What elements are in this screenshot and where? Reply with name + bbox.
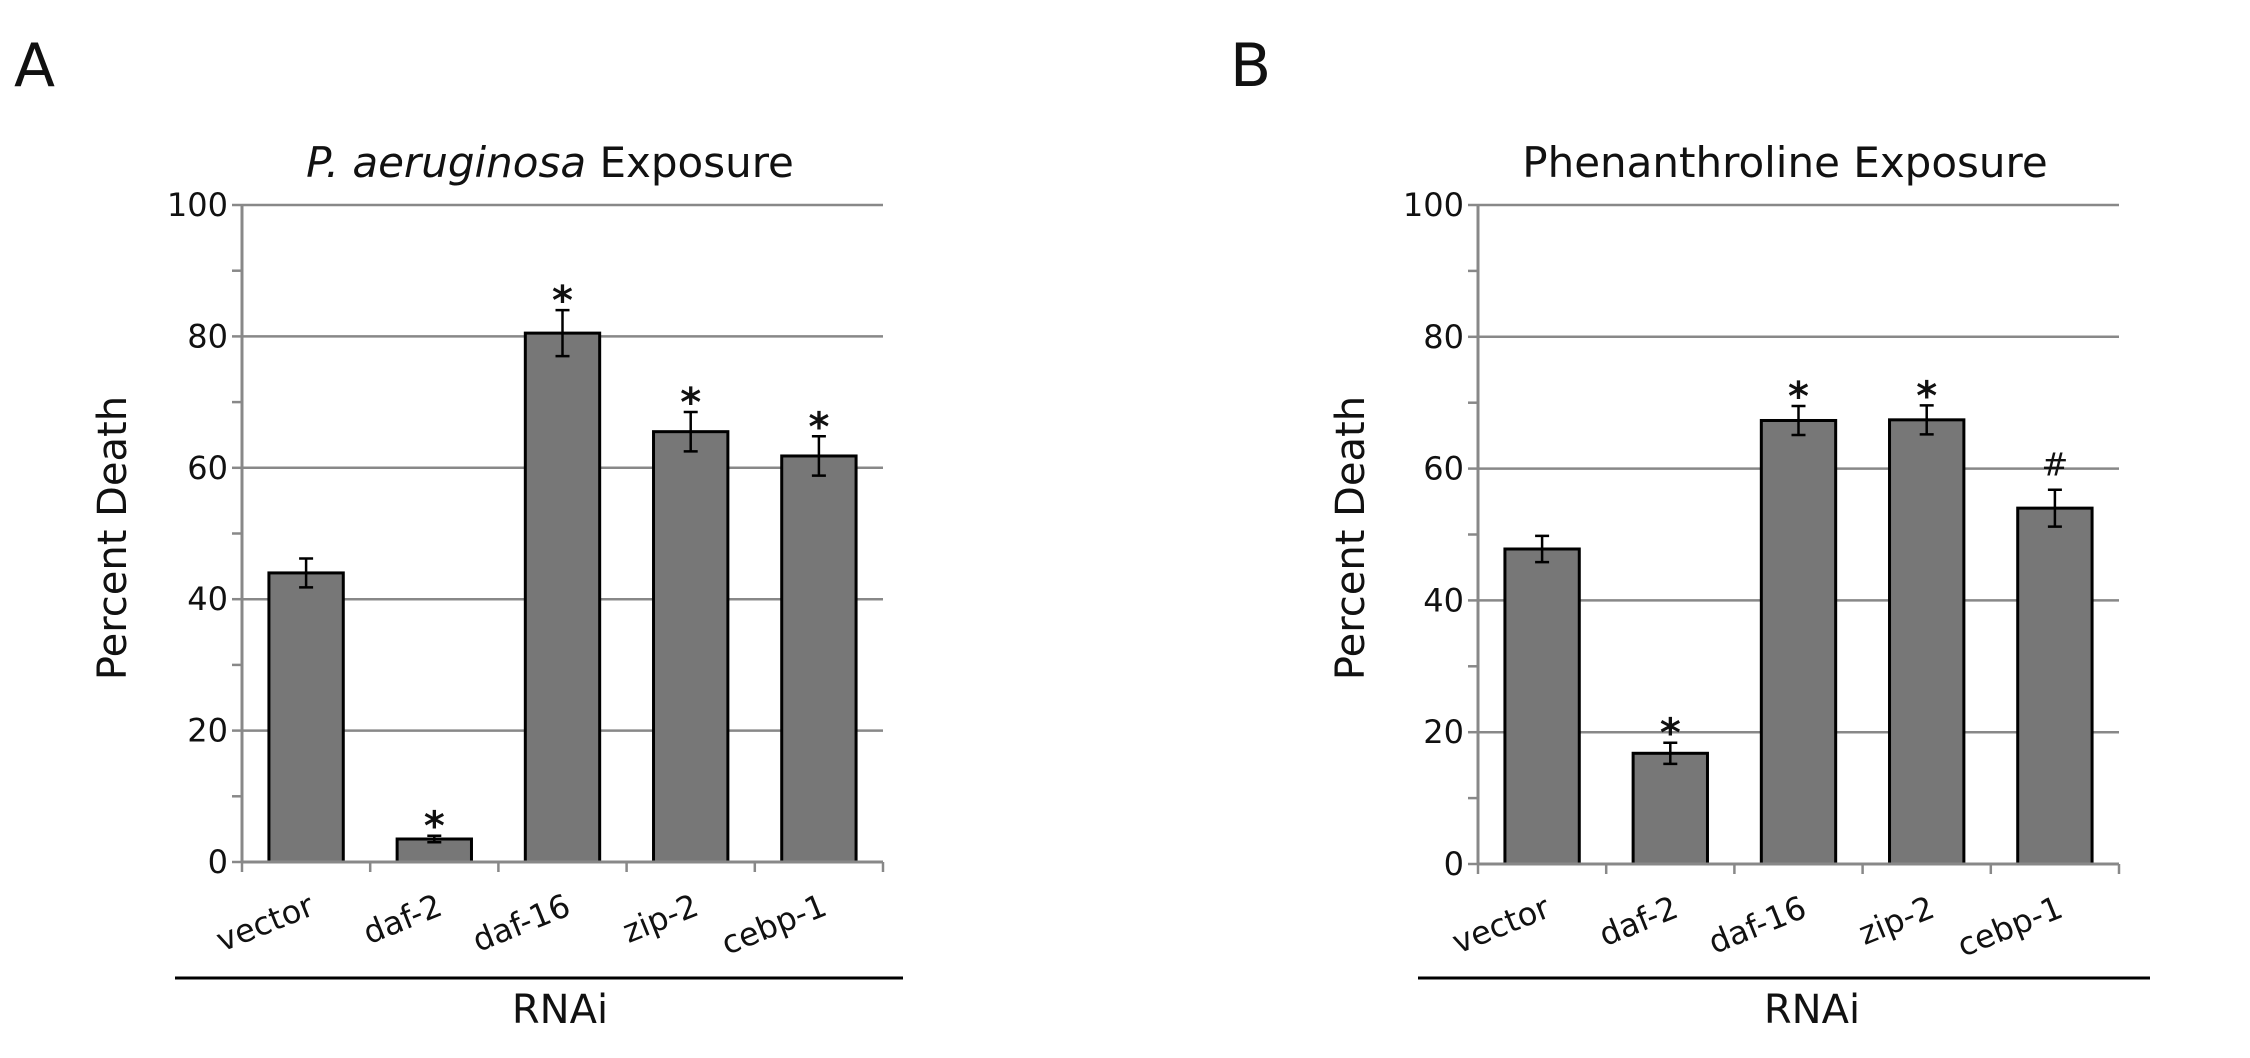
- bars-a: [267, 331, 858, 864]
- error-bar-daf-16: [1791, 404, 1806, 437]
- bar-daf-2: [1631, 751, 1709, 866]
- error-bar-cebp-1: [2047, 488, 2062, 528]
- y-tick-label: 0: [1444, 845, 1464, 883]
- bars-b: [1503, 418, 2094, 866]
- y-tick-label: 80: [187, 317, 228, 355]
- y-tick-label: 20: [187, 712, 228, 750]
- significance-marks-b: * * * #: [1660, 373, 2068, 756]
- category-label-vector: vector: [211, 886, 320, 960]
- error-bar-zip-2: [683, 410, 698, 453]
- error-bar-daf-16: [555, 308, 570, 358]
- bar-daf-16: [1759, 418, 1838, 866]
- y-tick-label: 60: [1423, 450, 1464, 488]
- category-label-daf-16: daf-16: [1703, 888, 1812, 961]
- chart-title-a-italic: P. aeruginosa: [306, 138, 586, 187]
- category-label-daf-2: daf-2: [358, 886, 448, 952]
- bar-cebp-1: [780, 454, 858, 864]
- significance-marks-a: * * * *: [424, 278, 830, 850]
- error-bar-zip-2: [1919, 404, 1934, 436]
- significance-mark-daf-2: *: [424, 804, 445, 850]
- y-tick-label: 100: [167, 186, 228, 224]
- y-tick-label: 60: [187, 449, 228, 487]
- significance-mark-cebp-1: *: [808, 404, 829, 450]
- panel-b: B Phenanthroline Exposure Percent Death …: [1230, 31, 2150, 1033]
- axes-a: [240, 205, 885, 872]
- category-label-vector: vector: [1447, 888, 1556, 962]
- category-label-zip-2: zip-2: [617, 886, 703, 950]
- significance-mark-daf-16: *: [552, 278, 573, 324]
- category-labels-a: vector daf-2 daf-16 zip-2 cebp-1: [211, 886, 832, 963]
- category-label-cebp-1: cebp-1: [1952, 888, 2068, 964]
- category-label-daf-2: daf-2: [1594, 888, 1684, 954]
- error-bar-daf-2: [427, 834, 442, 844]
- error-bar-vector: [1535, 534, 1550, 564]
- significance-mark-zip-2: *: [680, 380, 701, 426]
- y-tick-label: 20: [1423, 713, 1464, 751]
- error-bars-b: [1535, 404, 2062, 766]
- panel-a: A P. aeruginosa Exposure Percent Death 0…: [14, 31, 903, 1033]
- y-tick-label: 40: [1423, 581, 1464, 619]
- error-bar-daf-2: [1663, 741, 1678, 766]
- y-ticks-b: 0 20 40 60 80 100: [1403, 186, 1478, 883]
- chart-title-a: P. aeruginosa Exposure: [306, 138, 794, 187]
- error-bar-cebp-1: [811, 435, 826, 477]
- y-axis-label-a: Percent Death: [90, 396, 136, 680]
- axes-b: [1476, 205, 2121, 874]
- bar-vector: [267, 571, 345, 864]
- chart-title-b: Phenanthroline Exposure: [1522, 138, 2047, 187]
- category-label-cebp-1: cebp-1: [716, 886, 832, 962]
- panel-letter-a: A: [14, 31, 55, 101]
- error-bars-a: [299, 308, 826, 844]
- chart-title-a-normal: Exposure: [586, 138, 794, 187]
- category-labels-b: vector daf-2 daf-16 zip-2 cebp-1: [1447, 888, 2068, 965]
- x-axis-label-a: RNAi: [512, 987, 608, 1033]
- bar-daf-16: [523, 331, 602, 864]
- bar-zip-2: [652, 430, 730, 864]
- significance-mark-cebp-1: #: [2041, 446, 2068, 484]
- y-tick-label: 80: [1423, 318, 1464, 356]
- bar-vector: [1503, 547, 1581, 866]
- significance-mark-daf-2: *: [1660, 711, 1681, 757]
- significance-mark-zip-2: *: [1916, 373, 1937, 419]
- x-axis-label-b: RNAi: [1764, 987, 1860, 1033]
- y-tick-label: 100: [1403, 186, 1464, 224]
- error-bar-vector: [299, 557, 314, 589]
- bar-cebp-1: [2016, 506, 2094, 866]
- bar-zip-2: [1888, 418, 1966, 866]
- y-axis-label-b: Percent Death: [1328, 396, 1374, 680]
- y-ticks-a: 0 20 40 60 80 100: [167, 186, 242, 881]
- significance-mark-daf-16: *: [1788, 374, 1809, 420]
- y-tick-label: 0: [208, 843, 228, 881]
- category-label-daf-16: daf-16: [467, 886, 576, 959]
- panel-letter-b: B: [1230, 31, 1271, 101]
- y-tick-label: 40: [187, 580, 228, 618]
- category-label-zip-2: zip-2: [1853, 888, 1939, 952]
